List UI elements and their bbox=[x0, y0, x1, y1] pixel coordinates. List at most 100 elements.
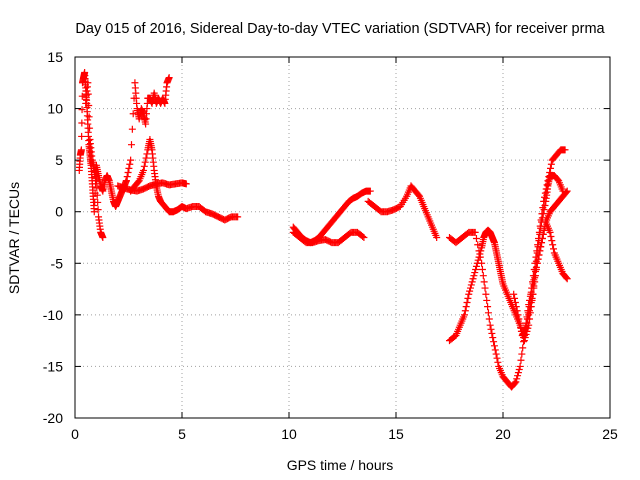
data-point bbox=[528, 294, 536, 302]
data-point bbox=[472, 265, 480, 273]
data-point bbox=[129, 110, 137, 118]
data-point bbox=[415, 191, 423, 199]
data-point bbox=[547, 160, 555, 168]
series-7 bbox=[364, 182, 441, 241]
data-point bbox=[534, 255, 542, 263]
data-point bbox=[142, 154, 150, 162]
data-point bbox=[537, 243, 545, 251]
data-point bbox=[77, 146, 85, 154]
data-point bbox=[461, 307, 469, 315]
data-point bbox=[516, 319, 524, 327]
data-point bbox=[523, 319, 531, 327]
data-point bbox=[541, 193, 549, 201]
series-2 bbox=[122, 74, 173, 185]
data-point bbox=[562, 188, 570, 196]
data-point bbox=[480, 278, 488, 286]
data-point bbox=[469, 275, 477, 283]
data-point bbox=[515, 366, 523, 374]
data-point bbox=[472, 262, 480, 270]
data-point bbox=[481, 284, 489, 292]
data-point bbox=[126, 160, 134, 168]
data-point bbox=[549, 241, 557, 249]
series-10 bbox=[510, 146, 569, 339]
data-point bbox=[530, 284, 538, 292]
data-point bbox=[359, 232, 367, 240]
data-point bbox=[468, 278, 476, 286]
data-point bbox=[514, 311, 522, 319]
data-point bbox=[521, 327, 529, 335]
data-point bbox=[535, 251, 543, 259]
data-point bbox=[535, 228, 543, 236]
series-11 bbox=[520, 218, 571, 339]
x-tick-label-5: 25 bbox=[602, 426, 618, 442]
data-point bbox=[84, 90, 92, 98]
data-point bbox=[93, 191, 101, 199]
data-point bbox=[141, 158, 149, 166]
data-point bbox=[516, 362, 524, 370]
data-point bbox=[546, 228, 554, 236]
data-point bbox=[544, 177, 552, 185]
data-point bbox=[78, 106, 86, 114]
data-point bbox=[522, 323, 530, 331]
data-point bbox=[94, 198, 102, 206]
data-point bbox=[536, 247, 544, 255]
data-point bbox=[93, 184, 101, 192]
data-point bbox=[94, 206, 102, 214]
data-point bbox=[520, 331, 528, 339]
y-tick-label-7: 15 bbox=[47, 49, 63, 65]
data-points bbox=[75, 68, 571, 391]
data-point bbox=[471, 228, 479, 236]
data-point bbox=[554, 176, 562, 184]
data-point bbox=[510, 290, 518, 298]
series-8 bbox=[446, 172, 567, 345]
data-point bbox=[545, 173, 553, 181]
x-tick-label-2: 10 bbox=[281, 426, 297, 442]
data-point bbox=[550, 245, 558, 253]
data-point bbox=[511, 294, 519, 302]
data-point bbox=[490, 342, 498, 350]
data-point bbox=[464, 294, 472, 302]
data-point bbox=[515, 315, 523, 323]
data-point bbox=[182, 180, 190, 188]
data-point bbox=[479, 272, 487, 280]
data-point bbox=[476, 253, 484, 261]
data-point bbox=[78, 92, 86, 100]
series-4 bbox=[114, 179, 190, 195]
y-tick-label-0: -20 bbox=[43, 410, 63, 426]
data-point bbox=[539, 204, 547, 212]
data-point bbox=[460, 311, 468, 319]
data-point bbox=[462, 303, 470, 311]
data-point bbox=[84, 79, 92, 87]
grid bbox=[75, 57, 610, 418]
y-tick-label-1: -15 bbox=[43, 358, 63, 374]
data-point bbox=[514, 372, 522, 380]
y-axis-label: SDTVAR / TECUs bbox=[6, 182, 22, 294]
chart-title: Day 015 of 2016, Sidereal Day-to-day VTE… bbox=[75, 21, 605, 37]
data-point bbox=[366, 187, 374, 195]
data-point bbox=[478, 259, 486, 267]
data-point bbox=[471, 269, 479, 277]
data-point bbox=[490, 338, 498, 346]
y-tick-label-5: 5 bbox=[55, 152, 63, 168]
data-point bbox=[548, 237, 556, 245]
data-point bbox=[494, 358, 502, 366]
data-point bbox=[525, 311, 533, 319]
data-point bbox=[519, 344, 527, 352]
data-point bbox=[526, 303, 534, 311]
data-point bbox=[78, 119, 86, 127]
data-point bbox=[527, 298, 535, 306]
data-point bbox=[484, 303, 492, 311]
data-point bbox=[165, 74, 173, 82]
data-point bbox=[511, 298, 519, 306]
data-point bbox=[127, 141, 135, 149]
data-point bbox=[513, 307, 521, 315]
data-point bbox=[532, 272, 540, 280]
axis-ticks: 0 5 10 15 20 25 -20 -15 -10 -5 0 5 10 15 bbox=[43, 49, 618, 442]
data-point bbox=[486, 321, 494, 329]
data-point bbox=[482, 290, 490, 298]
data-point bbox=[514, 369, 522, 377]
x-tick-label-0: 0 bbox=[71, 426, 79, 442]
y-tick-label-2: -10 bbox=[43, 307, 63, 323]
data-point bbox=[474, 241, 482, 249]
data-point bbox=[538, 210, 546, 218]
